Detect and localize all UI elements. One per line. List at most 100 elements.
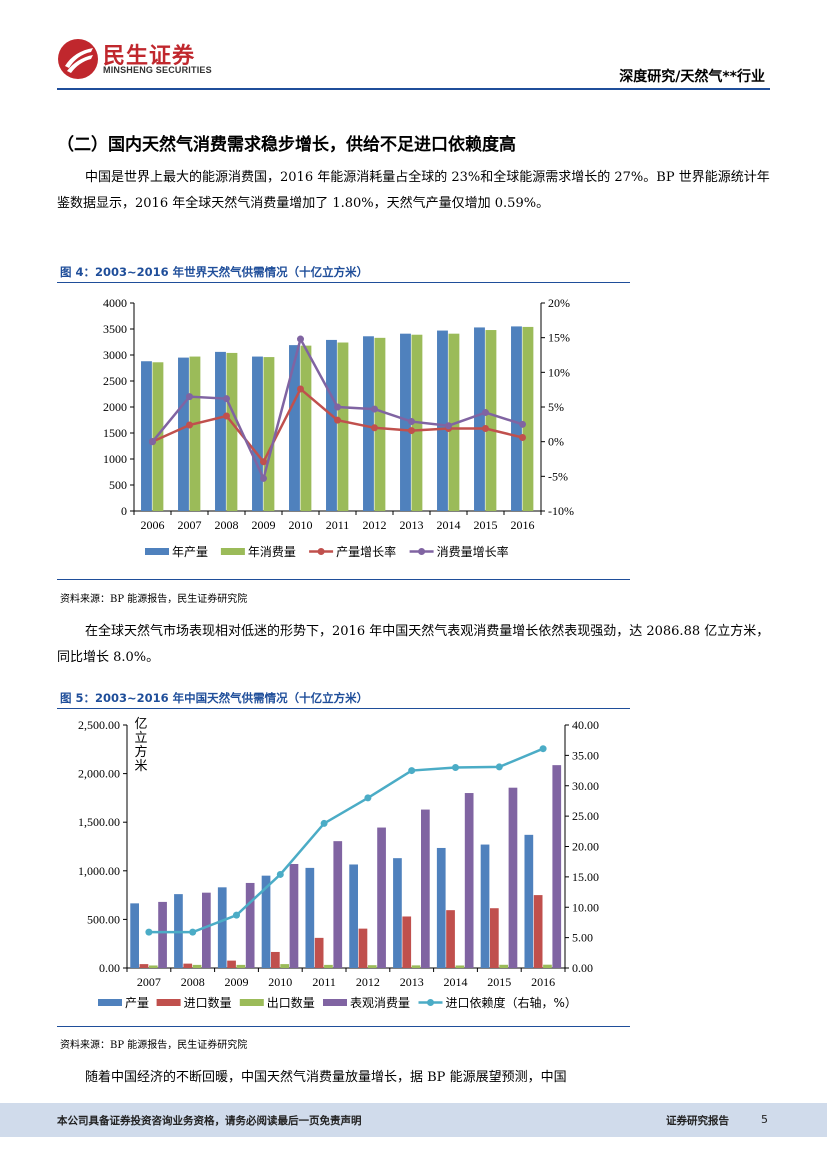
bar-1-s2 xyxy=(499,964,509,968)
x-tick-label: 2011 xyxy=(326,518,350,532)
left-tick-label: 500 xyxy=(109,478,127,492)
bar-1-s3 xyxy=(158,901,167,968)
x-tick-label: 2010 xyxy=(268,975,292,989)
bar-1-s2 xyxy=(455,965,465,968)
bar-1-s1 xyxy=(183,963,193,968)
legend-label: 进口依赖度（右轴，%） xyxy=(446,995,577,1010)
bar-1-s1 xyxy=(358,928,368,968)
minsheng-logo-icon xyxy=(58,39,98,79)
bar-1-s0 xyxy=(349,864,358,968)
x-tick-label: 2008 xyxy=(215,518,239,532)
figure-5-bottom-rule xyxy=(57,1026,630,1027)
line-point-0-0 xyxy=(260,458,267,466)
legend-swatch xyxy=(323,999,347,1006)
x-tick-label: 2010 xyxy=(289,518,313,532)
line-point-0-1 xyxy=(482,409,489,417)
unit-annotation-char: 方 xyxy=(134,744,147,759)
bar-1-s3 xyxy=(333,841,343,968)
legend-label: 年产量 xyxy=(172,545,208,559)
x-tick-label: 2006 xyxy=(141,518,165,532)
bar-0-s0 xyxy=(511,326,522,511)
doc-type-label: 深度研究/天然气**行业 xyxy=(619,69,765,85)
bar-0-s1 xyxy=(337,342,349,511)
bar-1-s3 xyxy=(289,863,299,968)
bar-0-s0 xyxy=(363,336,374,511)
bar-0-s0 xyxy=(141,361,152,511)
legend-swatch xyxy=(145,548,169,555)
legend-label: 年消费量 xyxy=(248,545,296,559)
right-tick-label: 10% xyxy=(548,365,570,379)
right-tick-label: -10% xyxy=(548,504,574,518)
line-point-1-0 xyxy=(364,794,372,802)
x-tick-label: 2016 xyxy=(511,518,535,532)
series-line-1-0 xyxy=(148,747,544,934)
figure-5-top-rule xyxy=(57,708,630,709)
figure-5-source: 资料来源：BP 能源报告，民生证券研究院 xyxy=(60,1040,248,1051)
bar-1-s0 xyxy=(130,903,139,968)
line-point-1-0 xyxy=(320,819,328,827)
figure-4-source: 资料来源：BP 能源报告，民生证券研究院 xyxy=(60,594,248,605)
bar-1-s0 xyxy=(305,867,315,968)
bar-1-s2 xyxy=(367,965,377,968)
bar-1-s3 xyxy=(464,793,474,968)
legend-swatch xyxy=(98,999,122,1006)
line-point-0-1 xyxy=(371,405,378,413)
footer-report-type: 证券研究报告 xyxy=(666,1115,729,1127)
left-tick-label: 0 xyxy=(121,504,127,518)
bar-1-s2 xyxy=(543,964,552,968)
figure-4-bottom-rule xyxy=(57,579,630,580)
x-tick-label: 2013 xyxy=(400,518,424,532)
x-tick-label: 2012 xyxy=(356,975,380,989)
bar-0-s1 xyxy=(485,330,497,511)
bar-0-s0 xyxy=(437,330,448,511)
paragraph-1: 中国是世界上最大的能源消费国，2016 年能源消耗量占全球的 23%和全球能源需… xyxy=(57,170,770,211)
bar-1-s2 xyxy=(236,964,246,968)
bar-0-s1 xyxy=(300,345,312,511)
page-number: 5 xyxy=(761,1113,768,1126)
bar-0-s1 xyxy=(189,356,201,511)
left-tick-label: 1,000.00 xyxy=(78,864,120,878)
figure-4-title: 图 4：2003~2016 年世界天然气供需情况（十亿立方米） xyxy=(60,265,369,279)
bar-0-s0 xyxy=(289,345,300,511)
figure-4-chart: 0 500 1000 1500 2000 2500 3000 3500 4000 -10% -5% 0… xyxy=(103,296,574,559)
bar-1-s0 xyxy=(217,887,227,968)
x-tick-label: 2015 xyxy=(487,975,511,989)
right-tick-label: 30.00 xyxy=(572,779,599,793)
bar-0-s0 xyxy=(400,333,411,511)
right-tick-label: 20% xyxy=(548,296,570,310)
bar-1-s1 xyxy=(314,937,324,968)
logo-english-name: MINSHENG SECURITIES xyxy=(103,65,212,75)
x-tick-label: 2008 xyxy=(181,975,205,989)
legend-label: 出口数量 xyxy=(267,995,315,1010)
left-tick-label: 4000 xyxy=(103,296,127,310)
bar-1-s0 xyxy=(393,858,402,968)
left-tick-label: 2,500.00 xyxy=(78,718,120,732)
unit-annotation-char: 亿 xyxy=(134,716,147,731)
chart-legend: 产量 进口数量 出口数量 表观消费量 进口依赖度（右轴，%） xyxy=(98,995,577,1010)
unit-annotation-char: 米 xyxy=(134,758,147,773)
line-point-0-1 xyxy=(408,418,415,426)
left-tick-label: 500.00 xyxy=(87,912,120,926)
x-tick-label: 2007 xyxy=(137,975,161,989)
bar-0-s0 xyxy=(178,357,189,511)
line-point-0-1 xyxy=(186,393,193,401)
line-point-0-0 xyxy=(334,416,341,424)
right-tick-label: 40.00 xyxy=(572,718,599,732)
x-tick-label: 2015 xyxy=(474,518,498,532)
legend-swatch xyxy=(220,548,245,555)
bar-0-s1 xyxy=(522,326,534,511)
bar-1-s3 xyxy=(421,809,430,968)
line-point-1-0 xyxy=(452,764,459,772)
footer-band xyxy=(0,1103,827,1137)
line-point-0-1 xyxy=(519,420,526,428)
footer-disclaimer: 本公司具备证券投资咨询业务资格，请务必阅读最后一页免责声明 xyxy=(57,1115,362,1127)
x-tick-label: 2016 xyxy=(531,975,555,989)
legend-label: 进口数量 xyxy=(184,995,232,1010)
bar-1-s0 xyxy=(261,875,271,968)
bar-1-s1 xyxy=(533,895,543,968)
left-tick-label: 1,500.00 xyxy=(78,815,120,829)
bar-0-s1 xyxy=(263,357,275,511)
right-tick-label: 35.00 xyxy=(572,748,599,762)
company-logo: 民生证券 MINSHENG SECURITIES xyxy=(57,38,217,80)
left-tick-label: 1000 xyxy=(103,452,127,466)
